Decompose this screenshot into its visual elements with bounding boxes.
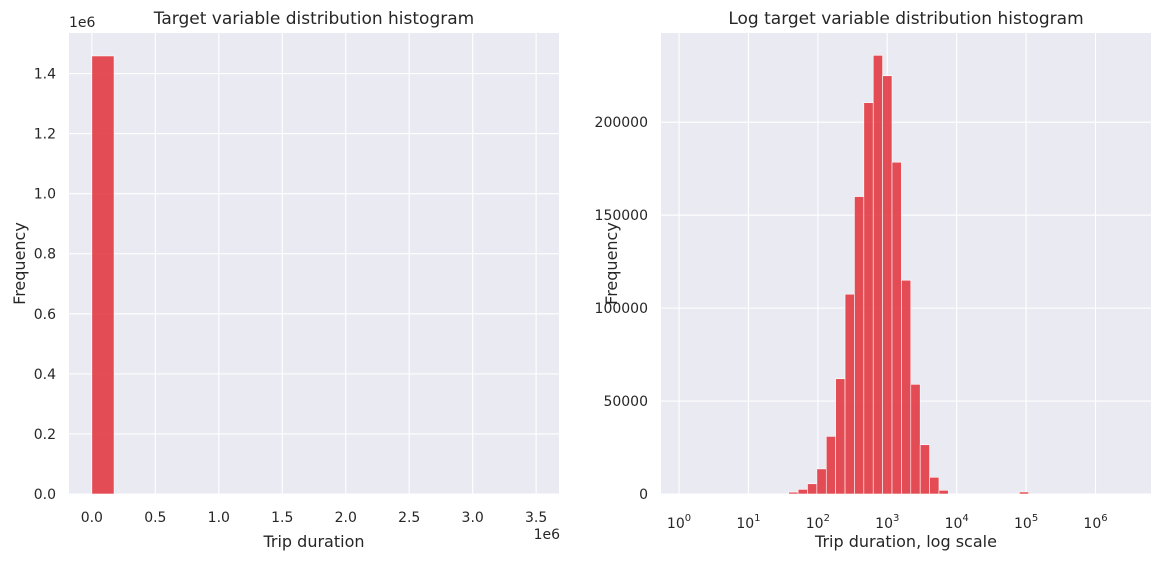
y-offset-label: 1e6 xyxy=(69,15,96,31)
y-tick-label: 0 xyxy=(639,487,648,503)
histogram-bar xyxy=(901,279,912,495)
x-tick-label: 0.0 xyxy=(81,510,103,526)
histogram-bar xyxy=(835,378,846,495)
histogram-bar xyxy=(797,489,808,495)
y-tick-label: 100000 xyxy=(595,301,648,317)
y-tick-label: 50000 xyxy=(603,394,648,410)
y-tick-label: 150000 xyxy=(595,208,648,224)
x-tick-base: 10 xyxy=(667,516,685,532)
chart-title: Log target variable distribution histogr… xyxy=(728,9,1083,29)
histogram-bar xyxy=(891,161,902,495)
x-tick-label: 3.0 xyxy=(462,510,484,526)
x-tick-label: 2.0 xyxy=(335,510,357,526)
x-tick-base: 10 xyxy=(1083,516,1101,532)
histogram-bar xyxy=(1019,491,1029,495)
histogram-bar xyxy=(863,102,874,495)
y-tick-label: 200000 xyxy=(595,115,648,131)
x-tick-label: 106 xyxy=(1083,513,1107,532)
x-tick-label: 100 xyxy=(667,513,691,532)
x-tick-base: 10 xyxy=(806,516,824,532)
y-tick-label: 1.2 xyxy=(34,127,56,143)
x-tick-label: 3.5 xyxy=(525,510,547,526)
histogram-bar xyxy=(919,444,930,495)
histogram-bar xyxy=(825,436,836,495)
x-tick-exponent: 0 xyxy=(685,513,691,524)
histogram-bar xyxy=(929,476,940,495)
histogram-bar xyxy=(844,293,855,495)
x-tick-label: 104 xyxy=(945,513,969,532)
histogram-bar xyxy=(807,483,818,495)
y-axis-label: Frequency xyxy=(10,222,29,305)
y-tick-label: 0.0 xyxy=(34,487,56,503)
y-tick-label: 1.0 xyxy=(34,187,56,203)
histogram-bar xyxy=(872,55,883,495)
x-axis-label: Trip duration, log scale xyxy=(814,532,997,551)
x-tick-base: 10 xyxy=(1014,516,1032,532)
x-tick-label: 102 xyxy=(806,513,830,532)
y-tick-label: 1.4 xyxy=(34,67,56,83)
histogram-bar xyxy=(910,384,921,495)
x-tick-exponent: 3 xyxy=(893,513,899,524)
histogram-bar xyxy=(788,491,799,495)
x-axis-label: Trip duration xyxy=(262,532,364,551)
y-axis-label: Frequency xyxy=(602,222,621,305)
histogram-bar xyxy=(854,196,865,495)
x-tick-base: 10 xyxy=(875,516,893,532)
histogram-bar xyxy=(91,55,115,495)
x-tick-exponent: 4 xyxy=(962,513,968,524)
x-tick-label: 2.5 xyxy=(398,510,420,526)
y-tick-label: 0.8 xyxy=(34,247,56,263)
histogram-bar xyxy=(938,489,949,495)
histogram-bar xyxy=(816,468,827,495)
x-tick-exponent: 6 xyxy=(1101,513,1107,524)
y-tick-label: 0.6 xyxy=(34,307,56,323)
x-tick-label: 105 xyxy=(1014,513,1038,532)
x-tick-base: 10 xyxy=(945,516,963,532)
x-tick-exponent: 1 xyxy=(754,513,760,524)
x-tick-label: 1.5 xyxy=(271,510,293,526)
y-tick-label: 0.2 xyxy=(34,427,56,443)
chart-title: Target variable distribution histogram xyxy=(153,9,474,29)
x-tick-label: 0.5 xyxy=(144,510,166,526)
x-tick-label: 103 xyxy=(875,513,899,532)
plot-area xyxy=(69,33,559,494)
x-tick-exponent: 5 xyxy=(1032,513,1038,524)
histogram-linear-panel: 0.0 0.2 0.4 0.6 0.8 1.0 1.2 1.4 0.0 0.5 1.0 1.5 2.0 2… xyxy=(10,9,560,551)
x-tick-label: 101 xyxy=(736,513,760,532)
x-tick-label: 1.0 xyxy=(208,510,230,526)
histogram-bar xyxy=(882,75,893,495)
x-tick-exponent: 2 xyxy=(824,513,830,524)
x-tick-base: 10 xyxy=(736,516,754,532)
x-offset-label: 1e6 xyxy=(534,527,561,543)
y-tick-label: 0.4 xyxy=(34,367,56,383)
